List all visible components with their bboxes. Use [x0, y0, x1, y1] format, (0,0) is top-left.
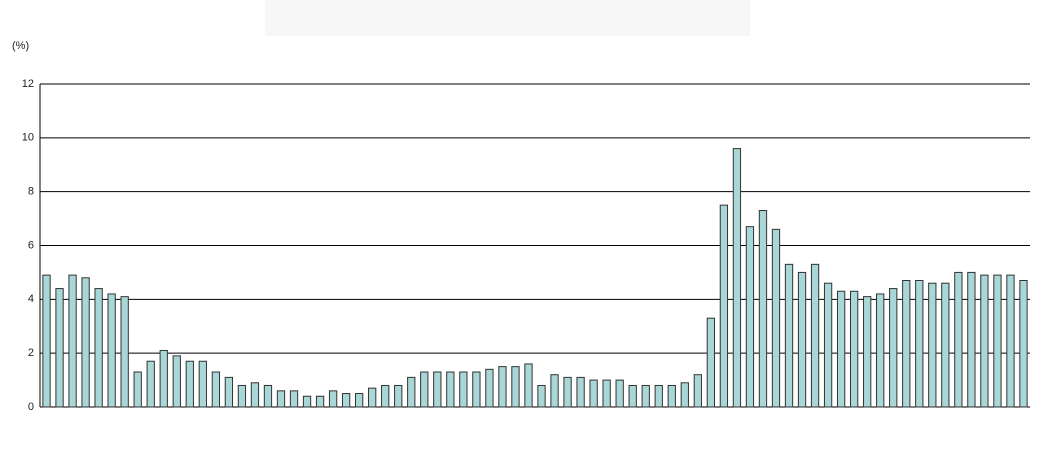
bar — [602, 379, 611, 408]
bar — [797, 271, 807, 408]
bar — [394, 384, 403, 408]
bar — [302, 395, 312, 408]
bar — [133, 371, 142, 408]
bar — [667, 384, 676, 408]
y-tick-label: 0 — [28, 401, 34, 413]
bar — [993, 274, 1002, 408]
y-tick-label: 12 — [22, 78, 34, 90]
y-axis-unit: (%) — [12, 40, 29, 52]
bar — [198, 360, 207, 408]
bar — [368, 387, 377, 408]
bar — [915, 279, 924, 408]
bar — [511, 366, 520, 408]
bar — [341, 393, 351, 408]
bar — [276, 390, 286, 408]
bar — [628, 384, 637, 408]
bar — [758, 210, 768, 408]
bar — [967, 271, 976, 408]
bar — [654, 384, 663, 408]
bar — [237, 384, 247, 408]
bar — [889, 288, 898, 408]
bar — [328, 390, 338, 408]
bar — [381, 384, 390, 408]
bar — [902, 279, 911, 408]
bar — [537, 384, 546, 408]
bar — [784, 263, 794, 408]
bar — [472, 371, 481, 408]
bar — [849, 290, 859, 408]
bar — [641, 384, 650, 408]
bar — [706, 317, 716, 408]
bar — [485, 368, 494, 408]
bar — [1019, 279, 1028, 408]
bar — [146, 360, 155, 408]
bar — [120, 296, 129, 408]
bar — [289, 390, 299, 408]
bar — [185, 360, 194, 408]
y-tick-label: 2 — [28, 347, 34, 359]
bar — [159, 349, 168, 408]
bar — [224, 376, 234, 408]
y-tick-label: 8 — [28, 186, 34, 198]
bar — [980, 274, 989, 408]
bar — [863, 296, 872, 408]
bar — [732, 148, 742, 408]
bar — [211, 371, 221, 408]
y-tick-label: 4 — [28, 293, 34, 305]
bar — [407, 376, 416, 408]
bar — [680, 382, 689, 408]
bar — [433, 371, 442, 408]
bar — [928, 282, 937, 408]
bar — [810, 263, 820, 408]
bar — [420, 371, 429, 408]
bar — [563, 376, 572, 408]
bar — [836, 290, 846, 408]
bar — [315, 395, 325, 408]
bar — [250, 382, 260, 408]
bar — [550, 374, 559, 408]
bar — [42, 274, 51, 408]
bar — [354, 393, 364, 408]
bar — [745, 226, 755, 408]
bar — [172, 355, 181, 408]
bar — [107, 293, 116, 408]
bar — [68, 274, 77, 408]
bar — [263, 384, 273, 408]
bar — [446, 371, 455, 408]
y-tick-label: 10 — [22, 132, 34, 144]
bar — [55, 288, 64, 408]
y-tick-label: 6 — [28, 239, 34, 251]
bar — [589, 379, 598, 408]
bar — [498, 366, 507, 408]
bar — [719, 204, 729, 408]
bar — [524, 363, 533, 408]
bar — [954, 271, 963, 408]
bar — [941, 282, 950, 408]
bar — [823, 282, 833, 408]
bar — [94, 288, 103, 408]
title-area — [265, 0, 750, 36]
bar — [81, 277, 90, 408]
bar — [876, 293, 885, 408]
bar — [771, 228, 781, 408]
bar — [693, 374, 702, 408]
bar — [576, 376, 585, 408]
bar — [1006, 274, 1015, 408]
bar — [459, 371, 468, 408]
bar — [615, 379, 624, 408]
